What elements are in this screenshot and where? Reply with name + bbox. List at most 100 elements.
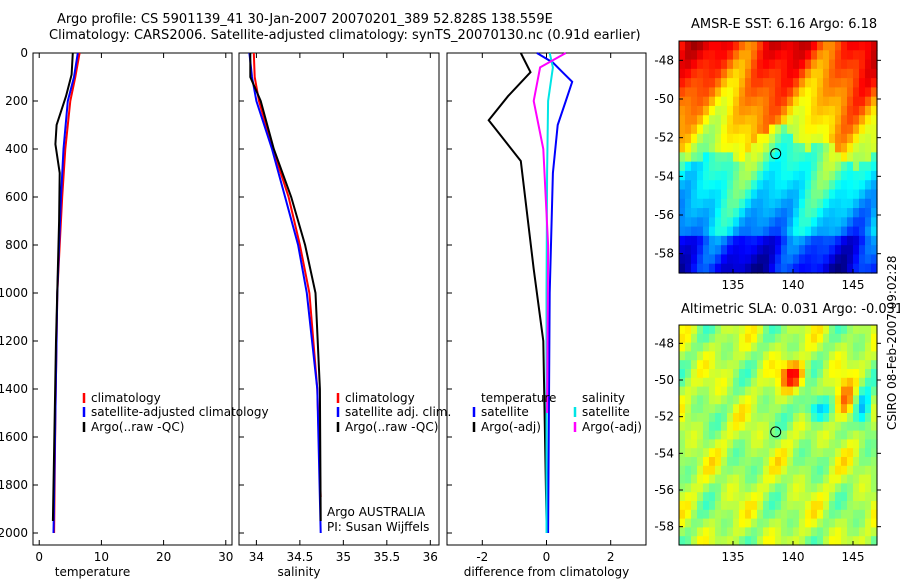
sla-map-cell	[823, 474, 830, 484]
sla-map-cell	[805, 342, 812, 352]
sla-map-cell	[751, 483, 758, 493]
salinity-series-line-2	[249, 53, 322, 522]
sst-map-cell	[727, 133, 734, 144]
sst-map-cell	[805, 105, 812, 116]
sla-map-cell	[769, 527, 776, 537]
sla-map-cell	[751, 457, 758, 467]
sst-map-cell	[805, 143, 812, 153]
sst-map-cell	[727, 68, 734, 79]
sst-map-cell	[817, 115, 824, 126]
sal-legend-argo-label: Argo(..raw -QC)	[345, 420, 438, 434]
sst-map-cell	[799, 124, 806, 135]
sst-map-cell	[721, 189, 728, 200]
sst-map-xtick-label-2: 145	[842, 278, 865, 292]
sla-map-cell	[847, 369, 854, 379]
sla-map-cell	[859, 492, 866, 502]
sla-map-argo-marker	[770, 426, 782, 438]
sla-map-cell	[697, 536, 704, 546]
sst-map-cell	[847, 170, 854, 181]
sst-map-cell	[721, 59, 728, 70]
sla-map-cell	[751, 413, 758, 423]
sla-map-cell	[775, 413, 782, 423]
sla-map-cell	[703, 377, 710, 388]
sst-map-cell	[709, 105, 716, 116]
sst-map-cell	[817, 226, 824, 237]
sla-map-cell	[787, 421, 794, 432]
sla-map-cell	[775, 492, 782, 502]
sla-map-cell	[721, 325, 728, 335]
sla-map-cell	[775, 536, 782, 546]
sst-map-cell	[733, 161, 740, 172]
sst-map-cell	[745, 180, 752, 191]
sla-map-cell	[685, 457, 692, 467]
sst-map-cell	[721, 68, 728, 79]
sla-map-cell	[793, 483, 800, 493]
sla-map-cell	[721, 448, 728, 458]
sst-map-cell	[841, 115, 848, 126]
sla-map-cell	[775, 395, 782, 405]
sst-map-cell	[685, 133, 692, 144]
sla-map-cell	[703, 351, 710, 361]
sla-map-cell	[829, 342, 836, 352]
sst-map-cell	[847, 41, 854, 51]
sla-map-ytick-label-1: -50	[654, 373, 674, 387]
sla-map-cell	[871, 395, 878, 405]
sst-map-cell	[871, 41, 878, 51]
sst-map-cell	[829, 105, 836, 116]
sst-map-cell	[793, 143, 800, 153]
sla-map-cell	[757, 404, 764, 414]
sst-map-cell	[757, 152, 764, 163]
sla-map-cell	[823, 492, 830, 502]
sst-map-cell	[835, 115, 842, 126]
sst-map-cell	[745, 50, 752, 61]
sla-map-cell	[679, 421, 686, 432]
sst-map-cell	[757, 41, 764, 51]
sla-map-cell	[835, 333, 842, 344]
sla-map-cell	[715, 369, 722, 379]
sst-map-cell	[793, 245, 800, 256]
sst-map-cell	[841, 161, 848, 172]
sla-map-cell	[685, 430, 692, 440]
difference-series-line-3	[532, 52, 567, 414]
sst-map-cell	[817, 87, 824, 98]
sla-map-cell	[859, 518, 866, 528]
sst-map-cell	[793, 124, 800, 135]
sla-map-cell	[847, 483, 854, 493]
sst-map-cell	[733, 170, 740, 181]
sst-map-cell	[685, 180, 692, 191]
sla-map-cell	[697, 483, 704, 493]
sst-map-cell	[685, 235, 692, 246]
sst-map-cell	[829, 226, 836, 237]
sla-map-cell	[859, 483, 866, 493]
sla-map-cell	[751, 509, 758, 520]
sla-map-cell	[841, 369, 848, 379]
sla-map-cell	[769, 404, 776, 414]
sla-map-cell	[847, 333, 854, 344]
sla-map-cell	[679, 474, 686, 484]
sst-map-cell	[781, 180, 788, 191]
sst-map-cell	[859, 50, 866, 61]
sst-map-cell	[811, 59, 818, 70]
sla-map-cell	[763, 501, 770, 511]
sla-map-cell	[811, 474, 818, 484]
sst-map-cell	[769, 161, 776, 172]
sst-map-cell	[787, 152, 794, 163]
sst-map-cell	[739, 87, 746, 98]
sla-map-cell	[781, 369, 788, 379]
sst-map-cell	[769, 50, 776, 61]
sla-map-cell	[709, 404, 716, 414]
sst-map-cell	[763, 105, 770, 116]
sst-map-cell	[865, 245, 872, 256]
sla-map-cell	[853, 518, 860, 528]
sla-map-cell	[793, 360, 800, 370]
sst-map-cell	[769, 78, 776, 88]
sla-map-frame	[678, 324, 878, 546]
sst-map-cell	[829, 41, 836, 51]
sst-map-cell	[751, 245, 758, 256]
sla-map-cell	[805, 421, 812, 432]
sst-map-cell	[691, 263, 698, 274]
sst-map-cell	[811, 226, 818, 237]
sst-map-cell	[787, 208, 794, 218]
sla-map-cell	[853, 465, 860, 476]
sst-map-cell	[757, 208, 764, 218]
